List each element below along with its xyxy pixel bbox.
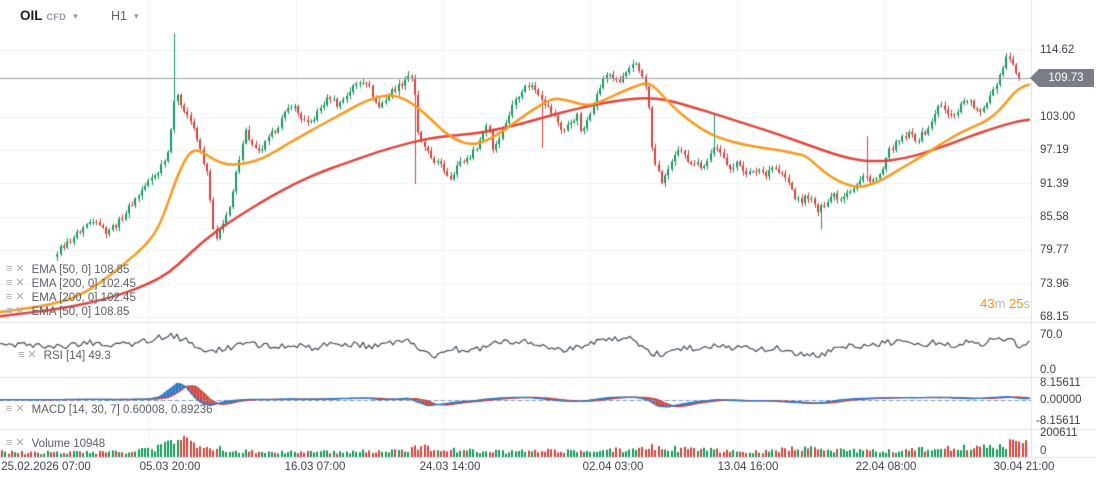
indicator-label: EMA [50, 0] 108.85 <box>31 263 130 276</box>
time-axis-label: 25.02.2026 07:00 <box>1 461 91 473</box>
chevron-down-icon: ▾ <box>73 11 78 21</box>
time-axis-label: 22.04 08:00 <box>855 461 917 473</box>
indicator-label: EMA [200, 0] 102.45 <box>31 277 136 290</box>
indicator-row-volume: ≡ ✕ Volume 10948 <box>6 437 105 450</box>
symbol-selector[interactable]: OIL CFD ▾ <box>20 8 78 23</box>
symbol-type-label: CFD <box>46 12 67 22</box>
time-axis-label: 05.03 20:00 <box>139 461 201 473</box>
time-axis-label: 02.04 03:00 <box>582 461 644 473</box>
indicator-label: RSI [14] 49.3 <box>43 349 111 362</box>
symbol-name: OIL <box>20 8 43 23</box>
settings-icon[interactable]: ≡ <box>6 291 13 303</box>
timeframe-selector[interactable]: H1 ▾ <box>111 9 139 23</box>
price-axis-label: 114.62 <box>1040 44 1075 56</box>
indicator-row-ema50-b: ≡ ✕ EMA [50, 0] 108.85 <box>6 305 129 318</box>
volume-level-label: 0 <box>1040 445 1047 457</box>
settings-icon[interactable]: ≡ <box>6 437 13 449</box>
close-icon[interactable]: ✕ <box>15 437 25 449</box>
timeframe-label: H1 <box>111 9 127 23</box>
indicator-row-rsi: ≡ ✕ RSI [14] 49.3 <box>18 349 111 362</box>
close-icon[interactable]: ✕ <box>15 277 25 289</box>
time-axis-label: 24.03 14:00 <box>419 461 481 473</box>
settings-icon[interactable]: ≡ <box>6 403 13 415</box>
time-axis-label: 13.04 16:00 <box>717 461 779 473</box>
rsi-level-label: 0.0 <box>1040 364 1056 376</box>
rsi-level-label: 70.0 <box>1040 329 1063 341</box>
close-icon[interactable]: ✕ <box>15 263 25 275</box>
time-axis-label: 30.04 21:00 <box>993 461 1055 473</box>
close-icon[interactable]: ✕ <box>27 349 37 361</box>
settings-icon[interactable]: ≡ <box>6 277 13 289</box>
price-axis-label: 68.15 <box>1040 311 1069 323</box>
price-axis-label: 103.00 <box>1040 111 1076 123</box>
price-axis-label: 73.96 <box>1040 278 1069 290</box>
current-price-tag: 109.73 <box>1030 69 1094 87</box>
countdown-minutes-unit: m <box>994 296 1006 311</box>
bar-countdown-timer: 43m 25s <box>962 296 1030 311</box>
price-axis-label: 97.19 <box>1040 144 1069 156</box>
current-price-value: 109.73 <box>1048 72 1084 84</box>
settings-icon[interactable]: ≡ <box>6 305 13 317</box>
close-icon[interactable]: ✕ <box>15 305 25 317</box>
close-icon[interactable]: ✕ <box>15 403 25 415</box>
indicator-row-ema200-b: ≡ ✕ EMA [200, 0] 102.45 <box>6 291 136 304</box>
volume-level-label: 200611 <box>1040 427 1078 439</box>
countdown-seconds-unit: s <box>1023 296 1031 311</box>
countdown-minutes: 43 <box>980 296 995 311</box>
indicator-row-ema200: ≡ ✕ EMA [200, 0] 102.45 <box>6 277 136 290</box>
settings-icon[interactable]: ≡ <box>6 263 13 275</box>
indicator-row-ema50: ≡ ✕ EMA [50, 0] 108.85 <box>6 263 129 276</box>
settings-icon[interactable]: ≡ <box>18 349 25 361</box>
indicator-label: Volume 10948 <box>31 437 106 450</box>
macd-level-label: 8.15611 <box>1040 377 1081 389</box>
indicator-label: EMA [200, 0] 102.45 <box>31 291 136 304</box>
close-icon[interactable]: ✕ <box>15 291 25 303</box>
indicator-label: MACD [14, 30, 7] 0.60008, 0.89236 <box>31 403 213 416</box>
indicator-row-macd: ≡ ✕ MACD [14, 30, 7] 0.60008, 0.89236 <box>6 403 213 416</box>
countdown-seconds: 25 <box>1009 296 1024 311</box>
chevron-down-icon: ▾ <box>133 11 139 21</box>
price-axis-label: 79.77 <box>1040 244 1069 256</box>
time-axis-label: 16.03 07:00 <box>284 461 346 473</box>
macd-level-label: -8.15611 <box>1036 415 1081 427</box>
indicator-label: EMA [50, 0] 108.85 <box>31 305 130 318</box>
macd-level-label: 0.00000 <box>1040 394 1082 406</box>
price-axis-label: 85.58 <box>1040 211 1069 223</box>
price-axis-label: 91.39 <box>1040 178 1069 190</box>
